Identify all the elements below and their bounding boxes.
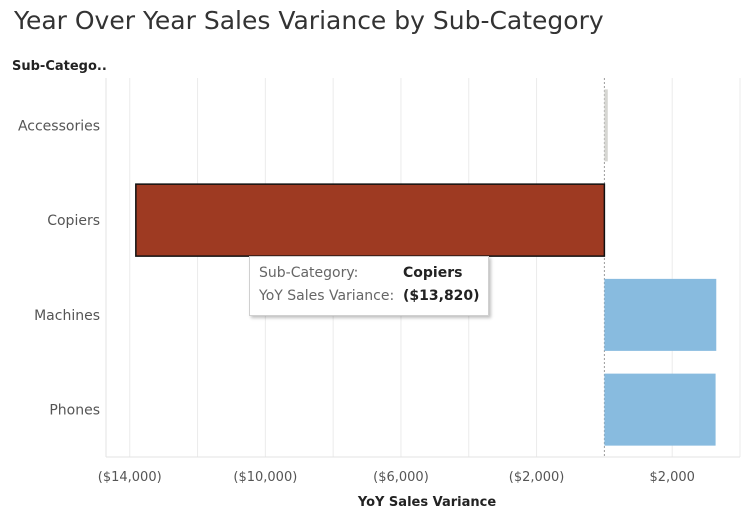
tooltip-field-value: Copiers: [403, 265, 463, 281]
category-label[interactable]: Machines: [34, 308, 100, 324]
x-tick-label: ($6,000): [373, 470, 429, 485]
x-tick-labels: ($14,000) ($10,000) ($6,000) ($2,000) $2,000: [98, 470, 695, 485]
tooltip-field-label: Sub-Category:: [259, 265, 359, 281]
tooltip-measure-label: YoY Sales Variance:: [259, 288, 395, 304]
tooltip: Sub-Category: Copiers YoY Sales Variance…: [249, 256, 489, 316]
category-labels: Accessories Copiers Machines Phones: [18, 118, 100, 418]
x-tick-label: $2,000: [649, 470, 695, 485]
chart-title: Year Over Year Sales Variance by Sub-Cat…: [14, 6, 604, 35]
x-axis-title: YoY Sales Variance: [357, 495, 497, 510]
category-label[interactable]: Copiers: [47, 213, 100, 229]
x-tick-label: ($14,000): [98, 470, 162, 485]
bar-phones[interactable]: [604, 373, 716, 446]
x-tick-label: ($2,000): [509, 470, 565, 485]
bars: [135, 89, 717, 446]
row-header-sub-category[interactable]: Sub-Catego..: [12, 59, 107, 74]
bar-copiers[interactable]: [135, 183, 606, 257]
bar-machines[interactable]: [604, 278, 717, 351]
x-tick-label: ($10,000): [233, 470, 297, 485]
category-label[interactable]: Phones: [49, 403, 100, 419]
bar-accessories[interactable]: [604, 89, 608, 162]
tooltip-measure-value: ($13,820): [403, 288, 480, 304]
category-label[interactable]: Accessories: [18, 118, 100, 134]
